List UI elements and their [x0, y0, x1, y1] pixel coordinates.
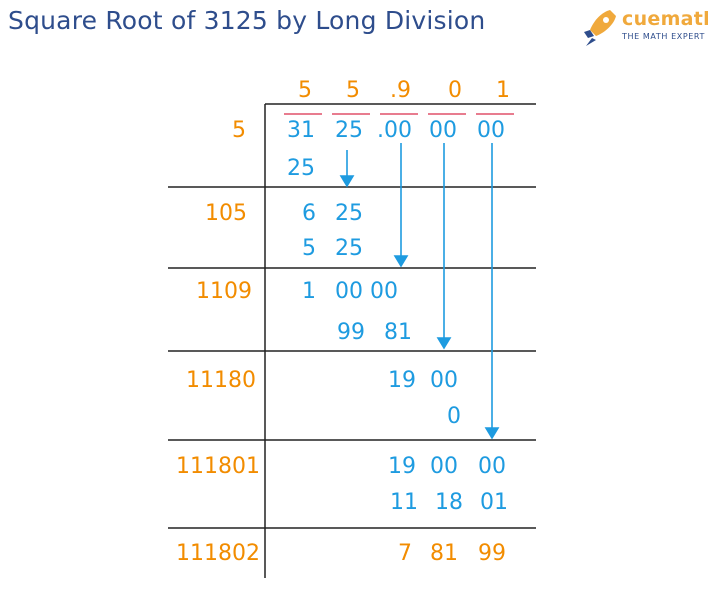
dividend-pair: 31 — [287, 118, 315, 143]
work-value: 00 — [478, 454, 506, 479]
logo-tagline: THE MATH EXPERT — [622, 32, 705, 41]
arrow-head — [436, 337, 452, 350]
work-value: 11 — [390, 490, 418, 515]
divisor-label: 111801 — [176, 454, 260, 479]
dividend-pair: 25 — [335, 118, 363, 143]
arrow-head — [484, 427, 500, 440]
remainder-value: 81 — [430, 541, 458, 566]
remainder-value: 99 — [478, 541, 506, 566]
work-value: 81 — [384, 320, 412, 345]
work-value: 00 00 — [335, 279, 398, 304]
remainder-value: 7 — [398, 541, 412, 566]
work-value: 18 — [435, 490, 463, 515]
work-value: 00 — [430, 454, 458, 479]
divisor-label: 11180 — [186, 368, 256, 393]
divisor-label: 111802 — [176, 541, 260, 566]
work-value: 6 — [302, 201, 316, 226]
arrow-head — [393, 255, 409, 268]
quotient-digit: .9 — [390, 78, 411, 103]
divisor-label: 5 — [232, 118, 246, 143]
dividend-pair: 00 — [429, 118, 457, 143]
work-value: 19 — [388, 368, 416, 393]
work-value: 5 — [302, 236, 316, 261]
quotient-digit: 0 — [448, 78, 462, 103]
quotient-digit: 1 — [496, 78, 510, 103]
logo-wordmark: cuemath — [622, 8, 708, 30]
quotient-digit: 5 — [298, 78, 312, 103]
work-value: 25 — [335, 236, 363, 261]
quotient-digit: 5 — [346, 78, 360, 103]
work-value: 25 — [287, 156, 315, 181]
work-value: 1 — [302, 279, 316, 304]
arrow-head — [339, 175, 355, 188]
work-value: 0 — [447, 404, 461, 429]
page-title: Square Root of 3125 by Long Division — [8, 6, 486, 35]
dividend-pair: .00 — [377, 118, 412, 143]
dividend-pair: 00 — [477, 118, 505, 143]
divisor-label: 105 — [205, 201, 247, 226]
work-value: 01 — [480, 490, 508, 515]
work-value: 19 — [388, 454, 416, 479]
work-value: 99 — [337, 320, 365, 345]
work-value: 00 — [430, 368, 458, 393]
work-value: 25 — [335, 201, 363, 226]
divisor-label: 1109 — [196, 279, 252, 304]
